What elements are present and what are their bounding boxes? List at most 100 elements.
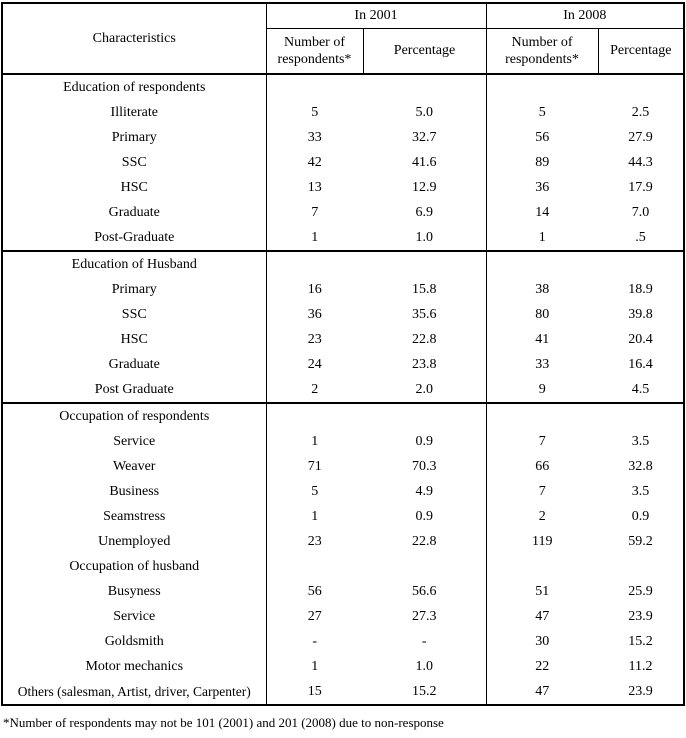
- value-cell: 15: [307, 683, 322, 699]
- value-cell: 2: [266, 377, 363, 404]
- empty-cell: [598, 251, 684, 277]
- value-cell: .5: [598, 225, 685, 252]
- empty-cell: [266, 251, 363, 277]
- row-label-cell: Primary: [2, 277, 267, 302]
- table-row: HSC 23 22.8 41 20.4: [2, 327, 684, 352]
- value-cell: 32.8: [628, 458, 653, 474]
- value-cell: 0.9: [363, 504, 487, 529]
- value-cell: 6.9: [363, 200, 487, 225]
- value-cell: 27.3: [363, 604, 487, 629]
- value-cell: 22: [535, 658, 550, 674]
- value-cell: 80: [535, 306, 550, 322]
- year-2001-header-cell: In 2001: [266, 3, 487, 29]
- value-cell: 9: [486, 377, 599, 404]
- empty-cell: [363, 74, 487, 100]
- value-cell: 36: [535, 179, 550, 195]
- col-header-2001-percentage: Percentage: [363, 28, 487, 75]
- value-cell: 22.8: [363, 327, 487, 352]
- value-cell: 56: [307, 583, 322, 599]
- value-cell: 1: [266, 225, 363, 252]
- value-cell: 5: [311, 104, 319, 120]
- section-header-row: Occupation of husband: [2, 554, 684, 579]
- row-label-cell: Goldsmith: [2, 629, 267, 654]
- value-cell: 1: [486, 225, 599, 252]
- empty-cell: [486, 251, 598, 277]
- characteristics-header-cell: Characteristics: [2, 3, 267, 75]
- value-cell: 1.0: [363, 225, 487, 252]
- value-cell: 17.9: [628, 179, 653, 195]
- empty-cell: [486, 74, 598, 100]
- row-label-cell: Motor mechanics: [2, 654, 267, 679]
- value-cell: 1: [311, 433, 319, 449]
- value-cell: 15.2: [363, 679, 487, 705]
- table-row: Primary 16 15.8 38 18.9: [2, 277, 684, 302]
- value-cell: 70.3: [363, 454, 487, 479]
- empty-cell: [266, 403, 363, 429]
- table-row: Service 1 0.9 7 3.5: [2, 429, 684, 454]
- value-cell: 7: [311, 204, 319, 220]
- table-row: Graduate 24 23.8 33 16.4: [2, 352, 684, 377]
- value-cell: 30: [535, 633, 550, 649]
- value-cell: 3.5: [631, 483, 650, 499]
- table-row: Seamstress 1 0.9 2 0.9: [2, 504, 684, 529]
- value-cell: 42: [307, 154, 322, 170]
- value-cell: 5.0: [363, 100, 487, 125]
- row-label-cell: Busyness: [2, 579, 267, 604]
- value-cell: 23.9: [628, 608, 653, 624]
- value-cell: 12.9: [363, 175, 487, 200]
- value-cell: 22.8: [363, 529, 487, 554]
- value-cell: 5: [538, 104, 546, 120]
- value-cell: 51: [535, 583, 550, 599]
- row-label-cell: HSC: [2, 327, 267, 352]
- value-cell: 20.4: [628, 331, 653, 347]
- row-label-cell: Illiterate: [2, 100, 267, 125]
- section-title: Occupation of husband: [2, 554, 267, 579]
- value-cell: 25.9: [628, 583, 653, 599]
- value-cell: 71: [307, 458, 322, 474]
- value-cell: 5: [311, 483, 319, 499]
- table-row: Primary 33 32.7 56 27.9: [2, 125, 684, 150]
- col-header-2008-percentage: Percentage: [598, 28, 685, 75]
- value-cell: 23.8: [363, 352, 487, 377]
- value-cell: 4.9: [363, 479, 487, 504]
- empty-cell: [266, 554, 363, 579]
- table-row: Post-Graduate 1 1.0 1.5: [2, 225, 685, 252]
- table-row: Busyness 56 56.6 51 25.9: [2, 579, 684, 604]
- value-cell: 7.0: [631, 204, 650, 220]
- value-cell: 18.9: [628, 281, 653, 297]
- table-row: HSC 13 12.9 36 17.9: [2, 175, 684, 200]
- empty-cell: [486, 554, 598, 579]
- value-cell: 23: [307, 533, 322, 549]
- value-cell: 33: [307, 129, 322, 145]
- value-cell: 2.5: [631, 104, 650, 120]
- value-cell: -: [312, 633, 318, 649]
- value-cell: 41: [535, 331, 550, 347]
- table-row: Post Graduate 2 2.0 9 4.5: [2, 377, 685, 404]
- table-row: Weaver 71 70.3 66 32.8: [2, 454, 684, 479]
- empty-cell: [363, 554, 487, 579]
- section-header-row: Education of respondents: [2, 74, 684, 100]
- value-cell: 7: [538, 483, 546, 499]
- col-header-2008-respondents: Number of respondents*: [486, 28, 599, 75]
- section-title: Education of Husband: [2, 251, 267, 277]
- table-row: SSC 36 35.6 80 39.8: [2, 302, 684, 327]
- respondents-characteristics-table: Characteristics In 2001 In 2008 Number o…: [1, 2, 686, 706]
- empty-cell: [598, 554, 684, 579]
- table-row: SSC 42 41.6 89 44.3: [2, 150, 684, 175]
- empty-cell: [486, 403, 598, 429]
- row-label-cell: Service: [2, 429, 267, 454]
- value-cell: 23.9: [628, 683, 653, 699]
- value-cell: 16: [307, 281, 322, 297]
- empty-cell: [598, 74, 684, 100]
- value-cell: 27: [307, 608, 322, 624]
- empty-cell: [266, 74, 363, 100]
- row-label-cell: Service: [2, 604, 267, 629]
- empty-cell: [598, 403, 684, 429]
- value-cell: 56.6: [363, 579, 487, 604]
- value-cell: 35.6: [363, 302, 487, 327]
- table-row: Goldsmith - - 30 15.2: [2, 629, 684, 654]
- value-cell: -: [363, 629, 487, 654]
- section-header-row: Education of Husband: [2, 251, 684, 277]
- section-header-row: Occupation of respondents: [2, 403, 684, 429]
- table-row: Business 5 4.9 7 3.5: [2, 479, 684, 504]
